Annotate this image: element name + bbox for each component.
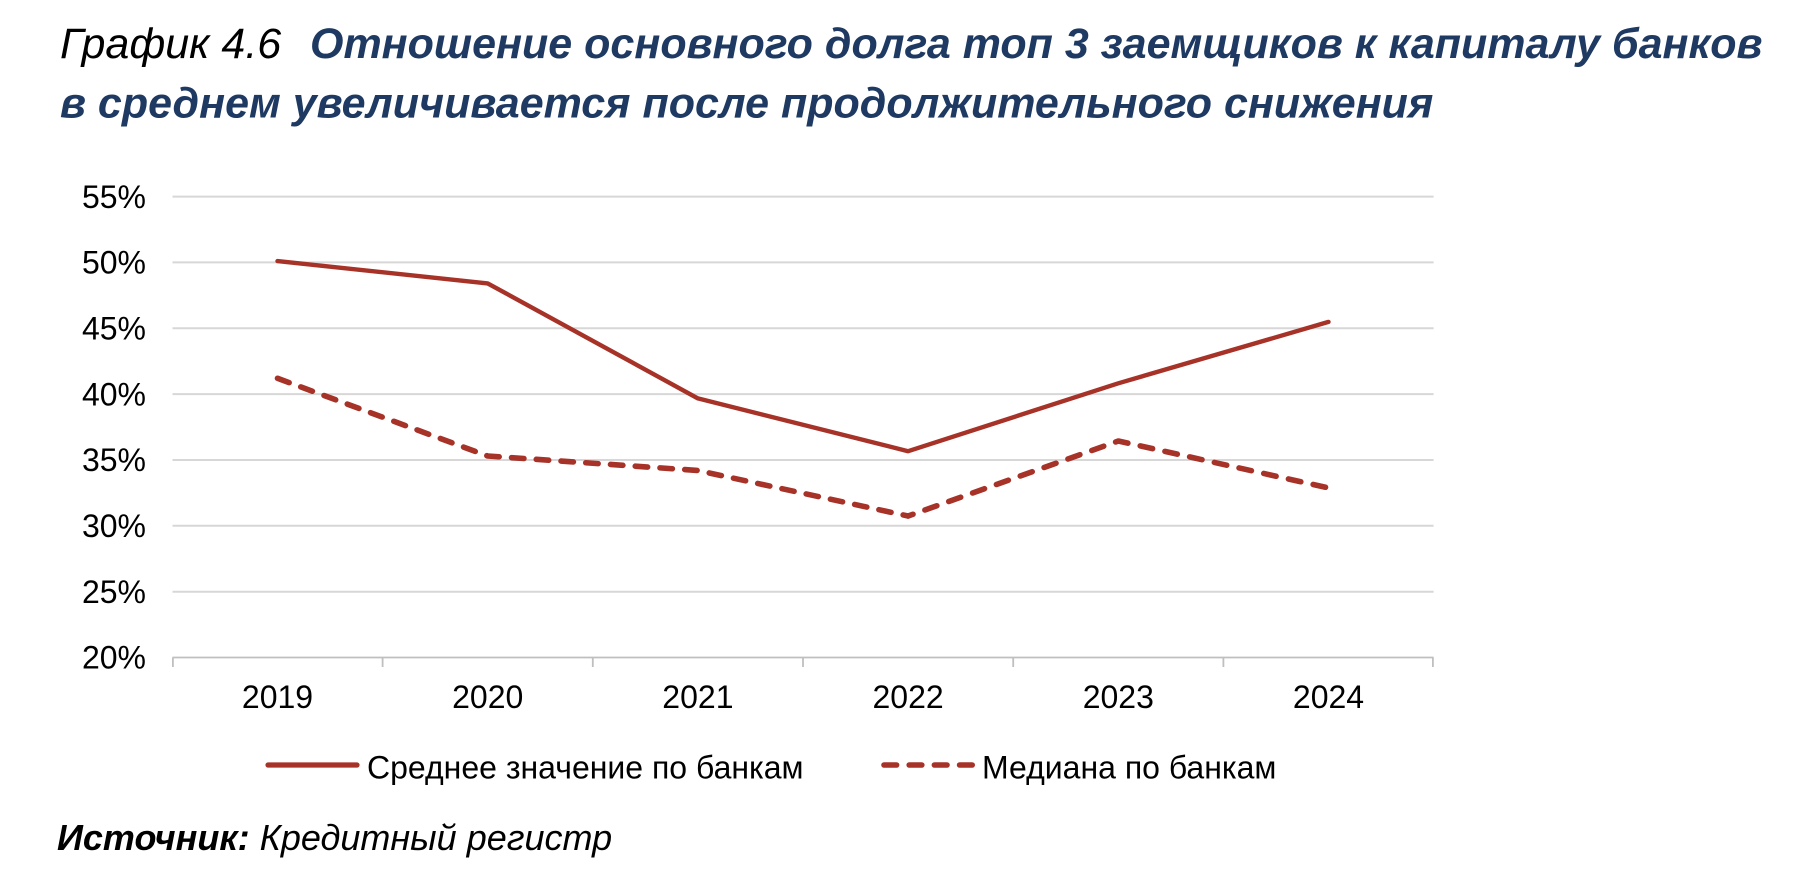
svg-text:2021: 2021 [662,679,733,715]
svg-text:2022: 2022 [873,679,944,715]
svg-text:Среднее значение по банкам: Среднее значение по банкам [367,750,804,786]
svg-text:25%: 25% [82,574,146,610]
svg-text:40%: 40% [82,376,146,412]
svg-text:55%: 55% [82,179,146,215]
svg-text:График 4.6: График 4.6 [60,20,281,68]
svg-text:50%: 50% [82,245,146,281]
svg-text:Медиана по банкам: Медиана по банкам [982,750,1276,786]
svg-text:35%: 35% [82,442,146,478]
svg-text:Отношение основного долга топ: Отношение основного долга топ 3 заемщико… [310,20,1763,68]
svg-text:30%: 30% [82,508,146,544]
svg-text:2020: 2020 [452,679,523,715]
svg-text:в среднем увеличивается после: в среднем увеличивается после продолжите… [60,80,1433,128]
svg-text:2019: 2019 [242,679,313,715]
svg-text:2023: 2023 [1083,679,1154,715]
svg-text:2024: 2024 [1293,679,1364,715]
svg-text:Источник: Кредитный регистр: Источник: Кредитный регистр [57,817,612,858]
svg-text:20%: 20% [82,640,146,676]
svg-text:45%: 45% [82,311,146,347]
